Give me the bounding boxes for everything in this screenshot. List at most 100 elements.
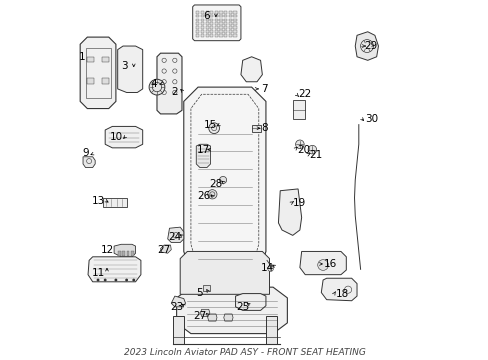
Bar bbox=[87, 78, 94, 84]
Text: 25: 25 bbox=[236, 302, 249, 312]
Text: 15: 15 bbox=[203, 120, 217, 130]
Bar bbox=[196, 11, 199, 14]
Bar bbox=[228, 34, 231, 37]
Text: 20: 20 bbox=[296, 145, 309, 155]
Text: 26: 26 bbox=[196, 191, 210, 201]
Bar bbox=[210, 18, 213, 21]
Bar bbox=[203, 285, 209, 291]
Polygon shape bbox=[157, 53, 182, 114]
Bar bbox=[87, 57, 94, 62]
Polygon shape bbox=[180, 251, 269, 294]
Bar bbox=[205, 15, 208, 18]
Text: 10: 10 bbox=[109, 132, 122, 142]
Circle shape bbox=[125, 279, 128, 282]
Polygon shape bbox=[200, 309, 209, 316]
Bar bbox=[210, 15, 213, 18]
Bar bbox=[196, 22, 199, 25]
Circle shape bbox=[114, 279, 117, 282]
Circle shape bbox=[207, 190, 217, 199]
Circle shape bbox=[307, 145, 316, 154]
Text: 11: 11 bbox=[91, 268, 104, 278]
Bar bbox=[219, 34, 222, 37]
Polygon shape bbox=[299, 251, 346, 275]
Circle shape bbox=[132, 279, 135, 282]
Text: 6: 6 bbox=[203, 11, 210, 21]
Polygon shape bbox=[105, 126, 142, 148]
Text: 7: 7 bbox=[260, 84, 267, 94]
Bar bbox=[224, 26, 227, 29]
Circle shape bbox=[208, 123, 219, 134]
Bar bbox=[205, 26, 208, 29]
Bar bbox=[219, 26, 222, 29]
Circle shape bbox=[149, 79, 164, 95]
Bar bbox=[233, 26, 236, 29]
Bar bbox=[210, 11, 213, 14]
Bar bbox=[228, 11, 231, 14]
Bar bbox=[210, 22, 213, 25]
Bar bbox=[196, 26, 199, 29]
Polygon shape bbox=[118, 46, 142, 93]
Polygon shape bbox=[321, 278, 356, 301]
Bar bbox=[233, 11, 236, 14]
Bar bbox=[224, 18, 227, 21]
Bar bbox=[201, 18, 203, 21]
Circle shape bbox=[219, 176, 226, 184]
Text: 27: 27 bbox=[193, 311, 206, 321]
Bar bbox=[205, 18, 208, 21]
Bar bbox=[214, 18, 218, 21]
Polygon shape bbox=[235, 294, 265, 310]
Bar bbox=[205, 30, 208, 33]
Bar bbox=[224, 34, 227, 37]
Bar bbox=[201, 11, 203, 14]
Bar bbox=[201, 15, 203, 18]
Text: 16: 16 bbox=[323, 259, 336, 269]
Bar bbox=[228, 26, 231, 29]
Circle shape bbox=[103, 279, 106, 282]
Bar bbox=[233, 30, 236, 33]
Circle shape bbox=[267, 266, 273, 271]
Polygon shape bbox=[83, 157, 95, 167]
Bar bbox=[201, 26, 203, 29]
Bar bbox=[196, 15, 199, 18]
Bar bbox=[103, 198, 126, 207]
Polygon shape bbox=[265, 316, 276, 344]
Polygon shape bbox=[173, 316, 183, 344]
Bar bbox=[214, 15, 218, 18]
Polygon shape bbox=[207, 314, 217, 321]
Text: 4: 4 bbox=[150, 78, 156, 89]
Bar bbox=[201, 22, 203, 25]
Bar bbox=[131, 251, 134, 256]
Text: 27: 27 bbox=[157, 245, 170, 255]
Text: 29: 29 bbox=[364, 41, 377, 51]
Bar bbox=[210, 34, 213, 37]
Bar bbox=[219, 18, 222, 21]
Bar bbox=[224, 22, 227, 25]
Circle shape bbox=[295, 140, 304, 149]
Bar bbox=[233, 34, 236, 37]
Text: 1: 1 bbox=[79, 52, 85, 62]
Bar bbox=[292, 100, 305, 119]
Text: 28: 28 bbox=[209, 179, 222, 189]
Bar bbox=[219, 30, 222, 33]
Text: 24: 24 bbox=[168, 232, 181, 242]
Bar bbox=[102, 57, 108, 62]
Text: 17: 17 bbox=[196, 145, 210, 155]
Bar bbox=[118, 251, 121, 256]
Bar bbox=[251, 125, 260, 132]
Bar bbox=[210, 26, 213, 29]
Polygon shape bbox=[278, 189, 301, 235]
Polygon shape bbox=[224, 314, 233, 321]
Circle shape bbox=[317, 260, 328, 270]
Polygon shape bbox=[192, 5, 241, 41]
Polygon shape bbox=[80, 37, 116, 109]
Polygon shape bbox=[241, 57, 262, 82]
Text: 21: 21 bbox=[309, 150, 322, 160]
Bar bbox=[228, 15, 231, 18]
Bar bbox=[201, 30, 203, 33]
Text: 30: 30 bbox=[364, 114, 377, 124]
Bar bbox=[224, 15, 227, 18]
Bar bbox=[233, 15, 236, 18]
Bar bbox=[224, 30, 227, 33]
Polygon shape bbox=[160, 245, 171, 253]
Polygon shape bbox=[183, 87, 265, 294]
